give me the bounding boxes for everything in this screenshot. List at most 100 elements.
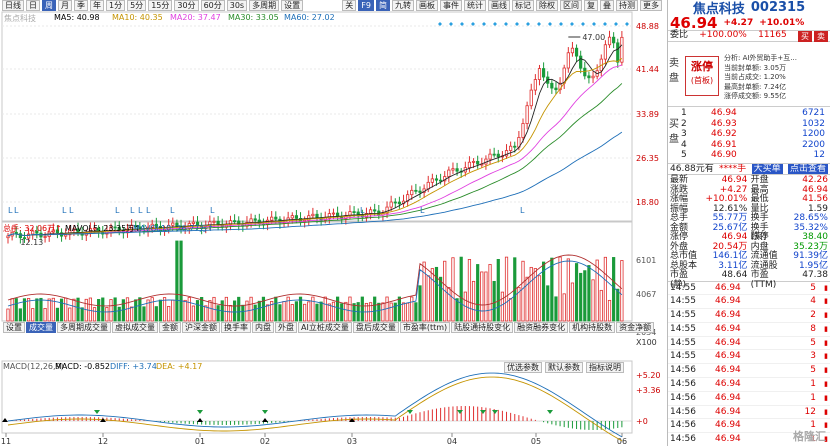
volume-bar	[340, 303, 344, 322]
ma20-line	[7, 64, 623, 237]
volume-bar	[282, 301, 286, 322]
event-marker-icon	[526, 22, 530, 26]
volume-bar	[68, 307, 72, 322]
indicator-tab-2[interactable]: 多周期成交量	[57, 322, 111, 333]
tool-button-2[interactable]: 简	[376, 0, 390, 11]
indicator-tab-15[interactable]: 资金净额	[616, 322, 655, 333]
big-order-button[interactable]: 大买单	[751, 164, 783, 174]
period-button-2[interactable]: 周	[42, 0, 56, 11]
candle-body	[612, 36, 616, 44]
indicator-tab-12[interactable]: 陆股通持股变化	[451, 322, 514, 333]
period-button-6[interactable]: 1分	[106, 0, 126, 11]
candle-body	[566, 52, 570, 69]
indicator-tab-7[interactable]: 内盘	[252, 322, 274, 333]
tick-row: 14:56 46.94 1 ▮	[668, 378, 830, 392]
tool-button-3[interactable]: 九转	[392, 0, 414, 11]
indicator-tab-5[interactable]: 沪深金额	[182, 322, 220, 333]
tool-button-7[interactable]: 画线	[488, 0, 510, 11]
signal-arrow-icon	[100, 418, 106, 422]
period-button-4[interactable]: 季	[74, 0, 88, 11]
volume-bar	[587, 265, 591, 322]
tool-button-5[interactable]: 事件	[440, 0, 462, 11]
kline-chart[interactable]: 48.8841.4433.8926.3518.80610140672034+5.…	[0, 0, 662, 446]
period-button-5[interactable]: 年	[90, 0, 104, 11]
ma30-label: MA30: 33.05	[228, 13, 279, 22]
tick-price: 46.94	[715, 296, 741, 307]
period-button-0[interactable]: 日线	[2, 0, 24, 11]
candle-body	[467, 161, 472, 169]
tick-dir-icon: ▮	[824, 283, 828, 292]
indicator-tab-4[interactable]: 金额	[159, 322, 181, 333]
indicator-help-button[interactable]: 指标说明	[586, 362, 624, 373]
tick-vol: 2	[810, 310, 816, 321]
dea-line	[7, 376, 623, 442]
tool-button-11[interactable]: 复	[584, 0, 598, 11]
volume-bar	[18, 308, 22, 322]
event-letter-label: L	[210, 206, 215, 215]
stat-row: 外盘 20.54万 内盘 35.23万	[668, 242, 830, 253]
stat-cell: 12.61%	[713, 203, 748, 214]
candle-body	[558, 82, 562, 91]
period-button-13[interactable]: 设置	[281, 0, 304, 11]
indicator-tab-3[interactable]: 虚拟成交量	[112, 322, 158, 333]
indicator-tab-9[interactable]: AI立桩成交量	[298, 322, 352, 333]
ma30-line	[7, 83, 623, 237]
period-button-3[interactable]: 月	[58, 0, 72, 11]
stat-cell: 35.32%	[793, 222, 828, 233]
stat-cell: 换手	[750, 213, 769, 223]
indicator-tab-6[interactable]: 换手率	[221, 322, 251, 333]
volume-bar	[294, 301, 299, 322]
period-button-11[interactable]: 30s	[226, 0, 248, 11]
volume-bar	[179, 240, 183, 322]
tool-button-14[interactable]: 更多	[640, 0, 662, 11]
indicator-tab-1[interactable]: 成交量	[26, 322, 56, 333]
volume-bar	[558, 256, 562, 322]
period-button-8[interactable]: 15分	[148, 0, 173, 11]
indicator-tab-11[interactable]: 市盈率(ttm)	[399, 322, 451, 333]
tool-button-1[interactable]: F9	[358, 0, 374, 11]
tick-vol: 5	[810, 282, 816, 293]
indicator-tab-8[interactable]: 外盘	[275, 322, 297, 333]
buy-button[interactable]: 买	[798, 30, 812, 42]
indicator-tab-10[interactable]: 盘后成交量	[352, 322, 399, 333]
tool-button-0[interactable]: 关	[342, 0, 357, 11]
tool-button-4[interactable]: 画板	[416, 0, 438, 11]
level-price: 46.90	[711, 150, 737, 160]
tick-time: 14:55	[670, 323, 696, 334]
quote-panel: 焦点科技 002315 46.94 +4.27 +10.01% 委比 +100.…	[667, 0, 830, 446]
period-button-1[interactable]: 日	[26, 0, 40, 11]
period-button-10[interactable]: 60分	[200, 0, 225, 11]
tick-vol: 8	[810, 323, 816, 334]
volume-bar	[455, 298, 459, 322]
tool-button-9[interactable]: 除权	[536, 0, 558, 11]
period-button-9[interactable]: 30分	[174, 0, 199, 11]
stat-cell: 最低	[750, 194, 769, 204]
candle-body	[51, 229, 55, 233]
tool-button-6[interactable]: 统计	[464, 0, 486, 11]
volume-bar	[175, 240, 179, 322]
event-marker-icon	[559, 22, 563, 26]
volume-bar	[183, 299, 187, 322]
macd-panel-frame	[1, 360, 633, 434]
default-params-button[interactable]: 默认参数	[545, 362, 583, 373]
indicator-tab-13[interactable]: 融资融券变化	[514, 322, 569, 333]
indicator-tab-0[interactable]: 设置	[3, 322, 25, 333]
indicator-tab-14[interactable]: 机构持股数	[569, 322, 616, 333]
tool-button-12[interactable]: 叠	[600, 0, 614, 11]
volume-bar	[438, 276, 443, 322]
period-button-12[interactable]: 多周期	[249, 0, 280, 11]
tick-price: 46.94	[715, 365, 741, 376]
candle-body	[570, 47, 575, 54]
tick-time: 14:56	[670, 434, 696, 445]
stat-cell: 1.59	[807, 203, 828, 214]
volume-bar	[335, 296, 340, 322]
tool-button-8[interactable]: 标记	[512, 0, 534, 11]
period-button-7[interactable]: 5分	[127, 0, 147, 11]
tool-button-13[interactable]: 持测	[616, 0, 638, 11]
optimal-params-button[interactable]: 优选参数	[504, 362, 542, 373]
click-view-button[interactable]: 点击查看	[787, 164, 828, 174]
tool-button-10[interactable]: 区间	[560, 0, 582, 11]
candle-body	[438, 179, 443, 182]
volume-bar	[517, 287, 521, 322]
sell-button[interactable]: 卖	[814, 30, 828, 42]
